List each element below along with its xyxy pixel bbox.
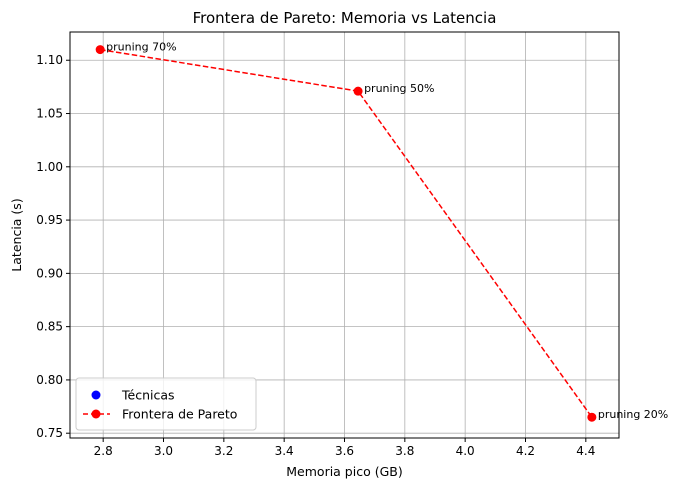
point-annotation: pruning 70% xyxy=(106,41,176,54)
series-layer: pruning 70% pruning 50% pruning 20% xyxy=(95,41,668,422)
y-tick-label: 0.95 xyxy=(36,213,63,227)
data-point-1-2 xyxy=(587,412,597,422)
legend-box xyxy=(75,377,257,431)
y-tick-label: 0.75 xyxy=(36,426,63,440)
legend-marker-pareto xyxy=(91,409,101,419)
x-tick-label: 3.6 xyxy=(335,444,354,458)
data-point-1-1 xyxy=(353,86,363,96)
x-axis-ticks: 2.8 3.0 3.2 3.4 3.6 3.8 4.0 4.2 4.4 xyxy=(94,438,595,458)
pareto-frontier-line xyxy=(100,48,593,418)
grid-lines xyxy=(70,32,619,438)
y-tick-label: 0.90 xyxy=(36,266,63,280)
x-tick-label: 3.2 xyxy=(214,444,233,458)
chart-title: Frontera de Pareto: Memoria vs Latencia xyxy=(193,9,497,27)
x-tick-label: 4.2 xyxy=(516,444,535,458)
x-tick-label: 3.4 xyxy=(275,444,294,458)
y-tick-label: 0.85 xyxy=(36,320,63,334)
data-point-1-0 xyxy=(95,45,105,55)
x-tick-label: 3.0 xyxy=(154,444,173,458)
point-annotation: pruning 20% xyxy=(598,408,668,421)
point-annotation: pruning 50% xyxy=(364,82,434,95)
y-axis-label: Latencia (s) xyxy=(9,198,24,271)
x-tick-label: 2.8 xyxy=(94,444,113,458)
legend: Técnicas Frontera de Pareto xyxy=(75,377,257,431)
x-tick-label: 4.0 xyxy=(456,444,475,458)
x-tick-label: 3.8 xyxy=(395,444,414,458)
x-tick-label: 4.4 xyxy=(576,444,595,458)
y-tick-label: 1.10 xyxy=(36,53,63,67)
y-axis-ticks: 0.75 0.80 0.85 0.90 0.95 1.00 1.05 1.10 xyxy=(36,53,70,440)
x-axis-label: Memoria pico (GB) xyxy=(286,464,402,479)
legend-label-pareto: Frontera de Pareto xyxy=(122,407,237,422)
y-tick-label: 1.00 xyxy=(36,160,63,174)
y-tick-label: 0.80 xyxy=(36,373,63,387)
legend-label-tecnicas: Técnicas xyxy=(121,388,175,403)
legend-marker-tecnicas xyxy=(91,390,101,400)
y-tick-label: 1.05 xyxy=(36,107,63,121)
